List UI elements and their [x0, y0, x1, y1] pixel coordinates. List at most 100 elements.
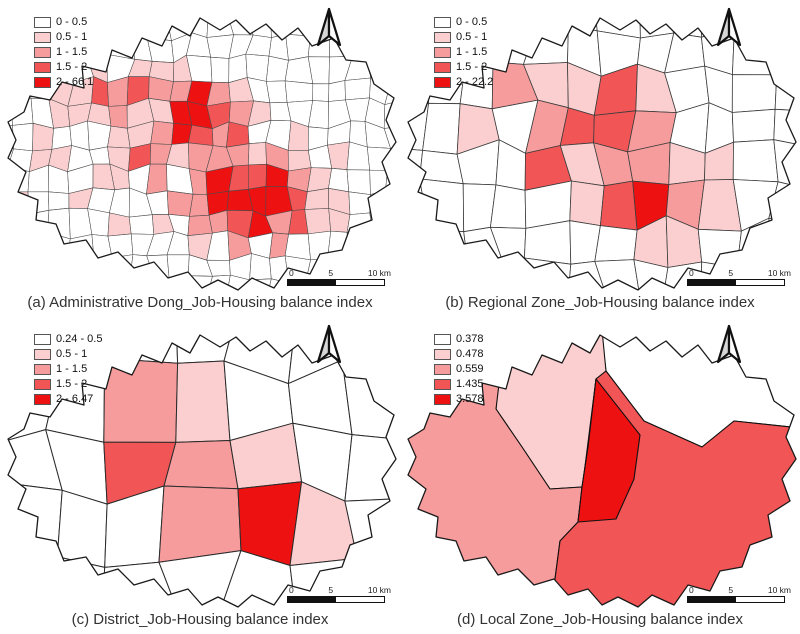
map-area-a: 0 - 0.5 0.5 - 1 1 - 1.5 1.5 - 2 2 - 66.1 0 5…	[0, 0, 400, 293]
map-region	[8, 258, 16, 282]
map-region	[72, 0, 92, 10]
scale-bar-labels: 0 5 10 km	[287, 268, 391, 278]
map-region	[732, 179, 779, 232]
map-region	[367, 55, 393, 79]
map-region	[48, 0, 73, 14]
legend-label: 0.5 - 1	[56, 348, 88, 360]
map-region	[697, 228, 742, 269]
map-region	[346, 212, 373, 233]
map-region	[128, 214, 155, 235]
map-region	[89, 146, 111, 165]
map-region	[490, 184, 527, 229]
legend-label: 0 - 0.5	[456, 16, 488, 28]
map-region	[32, 0, 50, 14]
map-region	[577, 378, 641, 523]
map-region	[408, 60, 430, 111]
map-region	[524, 220, 572, 265]
map-region	[594, 225, 638, 262]
map-region	[8, 481, 63, 558]
legend-item: 0 - 0.5	[434, 16, 493, 28]
legend-label: 2 - 22.2	[456, 76, 494, 88]
map-region	[672, 18, 704, 38]
map-region	[532, 18, 569, 37]
legend-swatch	[434, 363, 451, 375]
legend-swatch	[34, 61, 51, 73]
map-region	[8, 82, 32, 103]
legend-swatch	[34, 348, 51, 360]
scale-bar: 0 5 10 km	[287, 268, 391, 286]
map-region	[248, 163, 267, 190]
map-region	[27, 232, 50, 254]
map-region	[732, 139, 779, 183]
map-region	[228, 0, 252, 17]
north-arrow-icon	[716, 7, 742, 47]
panel-caption-b: (b) Regional Zone_Job-Housing balance in…	[445, 294, 755, 311]
city-boundary-outline	[7, 334, 397, 608]
map-region	[367, 146, 391, 171]
legend-label: 0.5 - 1	[456, 31, 488, 43]
map-region	[387, 0, 400, 18]
map-region	[52, 275, 72, 290]
map-region	[86, 257, 113, 281]
map-region	[369, 212, 387, 236]
legend-label: 0.559	[456, 363, 484, 375]
scale-tick-5: 5	[328, 268, 334, 278]
map-region	[48, 252, 70, 279]
map-region	[350, 34, 369, 57]
map-region	[189, 193, 210, 217]
map-region	[210, 56, 230, 83]
map-region	[344, 55, 371, 81]
legend-item: 2 - 22.2	[434, 76, 493, 88]
legend-label: 1 - 1.5	[456, 46, 488, 58]
legend-label: 1.5 - 2	[56, 61, 88, 73]
map-region	[8, 164, 11, 196]
legend-label: 2 - 66.1	[56, 76, 94, 88]
map-region	[386, 32, 396, 60]
map-region	[147, 275, 170, 290]
map-region	[369, 189, 387, 217]
legend-swatch	[34, 31, 51, 43]
legend-swatch	[34, 363, 51, 375]
map-region	[731, 108, 776, 143]
map-region	[347, 18, 370, 37]
north-arrow-icon	[316, 7, 342, 47]
map-region	[774, 61, 796, 112]
map-region	[328, 168, 350, 193]
map-region	[91, 18, 112, 41]
legend-item: 2 - 6.47	[34, 393, 102, 405]
map-region	[383, 229, 396, 258]
scale-tick-0: 0	[289, 268, 294, 278]
legend-label: 1 - 1.5	[56, 363, 88, 375]
legend-label: 0.24 - 0.5	[56, 333, 103, 345]
legend-label: 1 - 1.5	[56, 46, 88, 58]
legend-label: 0.378	[456, 333, 484, 345]
legend-item: 0.378	[434, 333, 484, 345]
legend-swatch	[34, 46, 51, 58]
map-region	[9, 210, 35, 240]
legend-item: 1.435	[434, 378, 484, 390]
city-boundary-outline	[407, 334, 797, 608]
map-region	[8, 53, 12, 84]
map-region	[30, 275, 54, 290]
map-region	[28, 210, 50, 240]
map-region	[731, 74, 778, 113]
map-region	[285, 18, 312, 19]
map-region	[408, 30, 429, 71]
map-region	[599, 180, 638, 231]
map-region	[226, 121, 250, 148]
map-region	[266, 80, 288, 104]
map-region	[383, 213, 396, 236]
map-region	[364, 18, 388, 37]
map-legend: 0 - 0.5 0.5 - 1 1 - 1.5 1.5 - 2 2 - 66.1	[34, 16, 93, 88]
map-region	[768, 217, 796, 261]
map-region	[384, 76, 396, 105]
map-region	[341, 359, 396, 441]
legend-swatch	[434, 16, 451, 28]
map-region	[8, 0, 34, 17]
legend-item: 3.578	[434, 393, 484, 405]
map-region	[389, 56, 396, 81]
map-region	[103, 357, 179, 443]
panel-b: 0 - 0.5 0.5 - 1 1 - 1.5 1.5 - 2 2 - 22.2 0 5…	[400, 0, 800, 317]
